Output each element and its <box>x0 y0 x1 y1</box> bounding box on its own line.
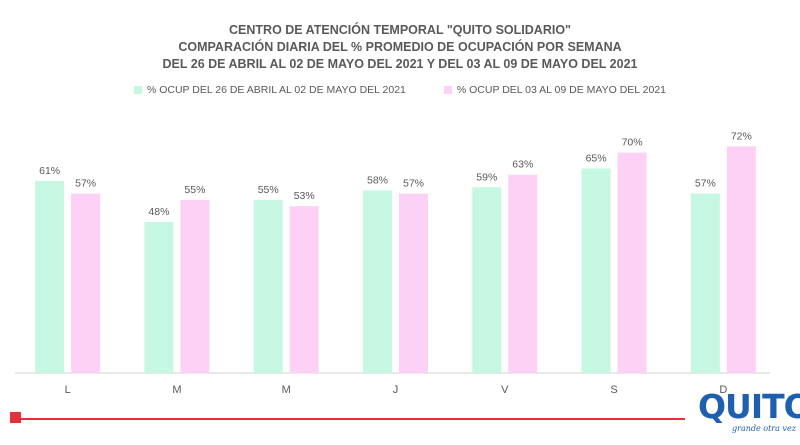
legend-label-series-2: % OCUP DEL 03 AL 09 DE MAYO DEL 2021 <box>456 84 667 96</box>
data-label-series-1-6: 65% <box>586 152 607 164</box>
chart-title: CENTRO DE ATENCIÓN TEMPORAL "QUITO SOLID… <box>0 22 800 73</box>
data-label-series-2-5: 63% <box>512 159 533 171</box>
legend-swatch-series-1 <box>133 86 142 94</box>
data-label-series-2-3: 53% <box>294 190 315 202</box>
logo-tagline: grande otra vez <box>732 424 796 433</box>
legend-label-series-1: % OCUP DEL 26 DE ABRIL AL 02 DE MAYO DEL… <box>146 84 406 96</box>
x-tick-label-4: J <box>393 384 399 396</box>
quito-logo: QUITO grande otra vez <box>698 387 800 441</box>
data-label-series-1-4: 58% <box>367 174 388 186</box>
bar-series-1-5 <box>472 187 502 373</box>
bar-series-2-6 <box>617 152 647 373</box>
bar-series-2-2 <box>180 199 210 373</box>
data-label-series-2-7: 72% <box>731 130 752 142</box>
bar-series-2-1 <box>71 193 101 373</box>
chart-title-line-3: DEL 26 DE ABRIL AL 02 DE MAYO DEL 2021 Y… <box>162 57 638 71</box>
x-tick-label-7: D <box>719 384 727 396</box>
legend-item-series-1: % OCUP DEL 26 DE ABRIL AL 02 DE MAYO DEL… <box>133 84 406 96</box>
chart-title-line-1: CENTRO DE ATENCIÓN TEMPORAL "QUITO SOLID… <box>229 23 571 37</box>
x-tick-label-6: S <box>610 384 617 396</box>
bar-series-1-6 <box>581 168 611 373</box>
legend-item-series-2: % OCUP DEL 03 AL 09 DE MAYO DEL 2021 <box>443 84 667 96</box>
legend: % OCUP DEL 26 DE ABRIL AL 02 DE MAYO DEL… <box>0 84 800 96</box>
bar-series-2-3 <box>289 206 319 373</box>
data-label-series-1-2: 48% <box>148 206 169 218</box>
legend-swatch-series-2 <box>443 86 452 94</box>
bar-series-1-2 <box>144 221 174 373</box>
data-label-series-1-3: 55% <box>258 184 279 196</box>
bar-series-1-7 <box>690 193 720 373</box>
data-label-series-2-6: 70% <box>622 137 643 149</box>
data-label-series-1-5: 59% <box>476 171 497 183</box>
bar-series-1-4 <box>363 190 392 373</box>
footer-accent-line <box>10 418 685 420</box>
logo-wordmark: QUITO <box>698 387 800 426</box>
bar-series-1-1 <box>35 180 65 373</box>
data-label-series-2-1: 57% <box>75 178 96 190</box>
data-label-series-2-4: 57% <box>403 178 424 190</box>
chart-title-line-2: COMPARACIÓN DIARIA DEL % PROMEDIO DE OCU… <box>178 40 622 54</box>
x-tick-label-2: M <box>172 384 181 396</box>
x-tick-label-3: M <box>282 384 291 396</box>
data-label-series-2-2: 55% <box>184 184 205 196</box>
x-tick-label-1: L <box>65 384 71 396</box>
footer-accent-square <box>10 412 21 423</box>
bar-series-2-4 <box>399 193 428 373</box>
bar-series-2-7 <box>726 146 756 373</box>
data-label-series-1-1: 61% <box>39 165 60 177</box>
data-label-series-1-7: 57% <box>695 178 716 190</box>
x-tick-label-5: V <box>501 384 509 396</box>
bar-series-1-3 <box>253 199 283 373</box>
bar-series-2-5 <box>508 174 538 373</box>
